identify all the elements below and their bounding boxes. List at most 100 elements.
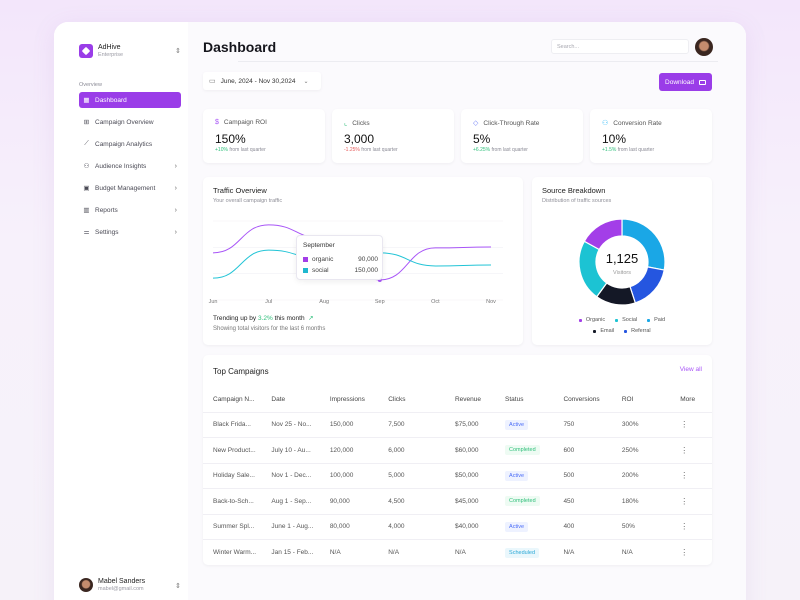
cell-status: Active — [495, 411, 554, 438]
cell-name: Back-to-Sch... — [203, 488, 262, 514]
more-options-icon[interactable]: ⋮ — [680, 445, 689, 455]
download-button[interactable]: Download — [659, 73, 712, 91]
sidebar-item-dashboard[interactable]: ▦ Dashboard — [79, 92, 181, 108]
stat-card-clicks: ⌞ Clicks 3,000 -1.25% from last quarter — [332, 109, 454, 163]
donut-slice-organic[interactable] — [583, 218, 623, 251]
stat-delta: -1.25% — [344, 147, 360, 153]
cell-more: ⋮ — [670, 437, 712, 463]
column-header[interactable]: ROI — [621, 395, 634, 403]
cell-roi: 300% — [611, 411, 671, 438]
sidebar-item-campaign-overview[interactable]: ⊞ Campaign Overview — [79, 114, 181, 130]
cell-name: Holiday Sale... — [203, 462, 262, 489]
cell-conversions: 500 — [553, 462, 612, 489]
column-header[interactable]: Date — [271, 395, 286, 403]
user-profile[interactable]: Mabel Sanders mabel@gmail.com — [79, 578, 145, 593]
cell-status: Active — [495, 513, 554, 540]
sidebar-item-campaign-analytics[interactable]: ⟋ Campaign Analytics — [79, 136, 181, 152]
chart-line-icon: ⟋ — [84, 140, 89, 147]
x-tick-label: Aug — [319, 299, 329, 305]
cell-more: ⋮ — [670, 488, 712, 514]
status-badge: Active — [505, 419, 529, 430]
status-badge: Completed — [505, 445, 540, 456]
cell-more: ⋮ — [670, 411, 712, 438]
cell-status: Active — [495, 462, 554, 489]
cell-clicks: 4,500 — [378, 488, 445, 514]
column-header[interactable]: Impressions — [329, 395, 365, 403]
users-icon: ⚇ — [83, 163, 90, 170]
column-header[interactable]: Revenue — [454, 395, 481, 403]
top-campaigns-card: Top Campaigns View all Campaign N... Date… — [203, 355, 712, 565]
legend-label: Referral — [631, 328, 651, 334]
page-title: Dashboard — [203, 39, 277, 55]
donut-legend-row-2: Email Referral — [532, 328, 712, 334]
brand[interactable]: AdHive Enterprise — [79, 44, 123, 59]
main-content: Dashboard ▭ June, 2024 - Nov 30,2024 ⌄ D… — [188, 22, 746, 600]
bar-chart-icon: ▥ — [83, 207, 90, 214]
workspace-switch-icon[interactable]: ⇕ — [175, 48, 181, 55]
chevron-right-icon: › — [174, 228, 177, 236]
legend-dot — [615, 318, 619, 322]
legend-dot — [647, 318, 651, 322]
traffic-overview-card: Traffic Overview Your overall campaign t… — [203, 177, 523, 345]
table-row[interactable]: Winter Warm... Jan 15 - Feb... N/A N/A N/A Sc… — [203, 539, 712, 565]
donut-slice-social[interactable] — [578, 240, 608, 298]
cell-status: Completed — [495, 488, 554, 514]
column-header[interactable]: More — [680, 395, 696, 403]
table-row[interactable]: Holiday Sale... Nov 1 - Dec... 100,000 5,00… — [203, 462, 712, 489]
cell-clicks: 5,000 — [378, 462, 445, 489]
trending-up-icon: ↗ — [306, 315, 314, 322]
tooltip-label: organic — [312, 256, 334, 263]
cell-roi: 250% — [611, 437, 671, 463]
date-range-picker[interactable]: ▭ June, 2024 - Nov 30,2024 ⌄ — [203, 72, 321, 90]
chevron-down-icon: ⌄ — [303, 78, 309, 85]
cell-revenue: $60,000 — [444, 437, 496, 463]
search-input[interactable] — [551, 39, 689, 54]
table-row[interactable]: Black Frida... Nov 25 - No... 150,000 7,500… — [203, 411, 712, 438]
source-donut-chart[interactable]: 1,125 Visitors — [532, 177, 712, 345]
column-header[interactable]: Clicks — [388, 395, 406, 403]
donut-center-label: Visitors — [613, 270, 631, 276]
more-options-icon[interactable]: ⋮ — [680, 496, 689, 506]
status-badge: Active — [505, 521, 529, 532]
source-breakdown-card: Source Breakdown Distribution of traffic… — [532, 177, 712, 345]
view-all-link[interactable]: View all — [679, 366, 702, 373]
cell-conversions: 450 — [553, 488, 612, 514]
stat-card-ctr: ◇ Click-Through Rate 5% +6.25% from last … — [461, 109, 583, 163]
cell-roi: 50% — [611, 513, 671, 540]
table-row[interactable]: New Product... July 10 - Au... 120,000 6,00… — [203, 437, 712, 463]
trend-prefix: Trending up by — [213, 315, 258, 322]
sidebar-item-label: Reports — [95, 206, 118, 214]
brand-name: AdHive — [98, 44, 121, 51]
column-header[interactable]: Campaign N... — [213, 395, 255, 403]
more-options-icon[interactable]: ⋮ — [680, 420, 689, 430]
brand-plan: Enterprise — [98, 52, 124, 58]
more-options-icon[interactable]: ⋮ — [680, 548, 689, 557]
sidebar-item-label: Campaign Overview — [95, 118, 154, 126]
cell-roi: N/A — [611, 539, 671, 565]
sidebar-item-reports[interactable]: ▥ Reports › — [79, 202, 181, 218]
more-options-icon[interactable]: ⋮ — [680, 522, 689, 532]
cell-clicks: 4,000 — [378, 513, 445, 540]
column-header[interactable]: Status — [505, 395, 524, 403]
legend-dot — [593, 329, 597, 333]
stat-delta: +10% — [215, 147, 228, 153]
stat-delta-suffix: from last quarter — [227, 147, 266, 153]
donut-slice-referral[interactable] — [629, 266, 665, 304]
cell-more: ⋮ — [670, 462, 712, 489]
header-avatar[interactable] — [695, 38, 713, 56]
table-row[interactable]: Summer Spl... June 1 - Aug... 80,000 4,000 $… — [203, 513, 712, 540]
account-switch-icon[interactable]: ⇕ — [175, 583, 181, 590]
stat-value: 150% — [215, 132, 246, 146]
cell-conversions: 750 — [553, 411, 612, 438]
user-email: mabel@gmail.com — [98, 586, 144, 592]
sidebar-item-audience-insights[interactable]: ⚇ Audience Insights › — [79, 158, 181, 174]
more-options-icon[interactable]: ⋮ — [680, 471, 689, 481]
sidebar-item-budget-management[interactable]: ▣ Budget Management › — [79, 180, 181, 196]
organic-swatch — [303, 257, 308, 262]
source-title: Source Breakdown — [542, 186, 606, 195]
campaigns-table: Campaign N... Date Impressions Clicks Revenu… — [203, 387, 712, 565]
sidebar-item-settings[interactable]: ⚌ Settings › — [79, 224, 181, 240]
cell-name: New Product... — [203, 437, 262, 463]
table-row[interactable]: Back-to-Sch... Aug 1 - Sep... 90,000 4,500 $… — [203, 488, 712, 514]
column-header[interactable]: Conversions — [563, 395, 600, 403]
